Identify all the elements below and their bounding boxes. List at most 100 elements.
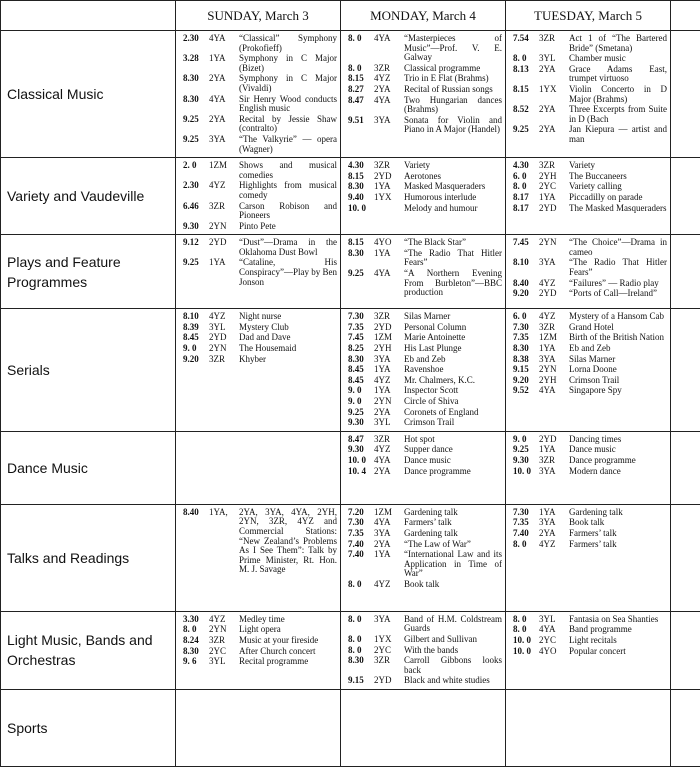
entry-time: 9. 6	[183, 657, 209, 667]
entry-title: The Buccaneers	[569, 172, 667, 182]
entry-title: “The Choice”—Drama in cameo	[569, 238, 667, 257]
entry-title: Light recitals	[569, 636, 667, 646]
entry-title: Silas Marner	[569, 355, 667, 365]
entry-station: 3YL	[539, 615, 569, 625]
entry-title: Medley time	[239, 615, 337, 625]
entry-title: Melody and humour	[404, 204, 502, 214]
entry-title: Recital of Russian songs	[404, 85, 502, 95]
entry-station: 2YA	[539, 105, 569, 124]
entry-title: Book talk	[404, 580, 502, 590]
entry-title: Symphony in C Major (Vivaldi)	[239, 74, 337, 93]
entry-title: Carson Robison and Pioneers	[239, 202, 337, 221]
entry-title: Chamber music	[569, 54, 667, 64]
entry-time: 8.25	[348, 344, 374, 354]
entry-title: After Church concert	[239, 647, 337, 657]
entry-station: 2YD	[539, 435, 569, 445]
entry-title: Violin Concerto in D Major (Brahms)	[569, 85, 667, 104]
entry-time: 7.30	[348, 518, 374, 528]
entry-title: With the bands	[404, 646, 502, 656]
entry-station: 3YL	[209, 657, 239, 667]
entry-station: 2YA	[209, 74, 239, 93]
entry-time: 9.12	[183, 238, 209, 257]
entry-time: 7.45	[348, 333, 374, 343]
entry-station: 3ZR	[374, 435, 404, 445]
entry-time: 7.35	[348, 323, 374, 333]
entry-title: Grand Hotel	[569, 323, 667, 333]
entry-time: 9.25	[183, 135, 209, 154]
entry-title: Night nurse	[239, 312, 337, 322]
entry-station: 2YN	[209, 625, 239, 635]
entry-title: Gardening talk	[404, 529, 502, 539]
day-cell	[506, 689, 671, 766]
entry-time: 8. 0	[513, 540, 539, 550]
entry-time: 8. 0	[348, 580, 374, 590]
entry-time: 8. 0	[513, 615, 539, 625]
entry-title: Eb and Zeb	[569, 344, 667, 354]
entry-time: 7.35	[348, 529, 374, 539]
blank-cell	[671, 158, 700, 235]
entry-title: “A Northern Evening From Burbleton”—BBC …	[404, 269, 502, 298]
entry-station: 4YA	[374, 34, 404, 63]
entry-time: 7.35	[513, 518, 539, 528]
entry-time: 9. 0	[513, 435, 539, 445]
entry-station: 1ZM	[209, 161, 239, 180]
entry-station: 2YA	[374, 467, 404, 477]
entry-time: 9.20	[183, 355, 209, 365]
entry-time: 8. 0	[348, 34, 374, 63]
entry-title: Birth of the British Nation	[569, 333, 667, 343]
entry-station: 2YN	[209, 222, 239, 232]
entry-station: 1YX	[539, 85, 569, 104]
entry-station: 3YA	[209, 135, 239, 154]
entry-time: 8. 0	[513, 625, 539, 635]
entry-station: 1ZM	[374, 508, 404, 518]
entry-time: 8. 0	[348, 635, 374, 645]
entry-time: 2.30	[183, 181, 209, 200]
entry-station: 4YA	[209, 95, 239, 114]
entry-time: 6. 0	[513, 172, 539, 182]
entry-station: 2YC	[209, 647, 239, 657]
entry-time: 8.30	[348, 182, 374, 192]
entry-station: 2YD	[209, 333, 239, 343]
entry-station: 3YL	[539, 54, 569, 64]
entry-time: 8.15	[348, 238, 374, 248]
entry-time: 8.40	[183, 508, 209, 575]
entry-title: Variety calling	[569, 182, 667, 192]
entry-time: 7.30	[513, 508, 539, 518]
entry-station: 3YA	[374, 529, 404, 539]
entry-station: 4YA	[539, 625, 569, 635]
entry-title: “Failures” — Radio play	[569, 279, 667, 289]
entry-time: 9.40	[348, 193, 374, 203]
entry-station: 2YN	[374, 397, 404, 407]
entry-title: Ravenshoe	[404, 365, 502, 375]
entry-title: Humorous interlude	[404, 193, 502, 203]
entry-station: 3ZR	[539, 323, 569, 333]
entry-time: 7.30	[348, 312, 374, 322]
entry-title: Dance programme	[569, 456, 667, 466]
entry-station: 1YA	[374, 365, 404, 375]
entry-time: 8.15	[348, 74, 374, 84]
entry-title: Gilbert and Sullivan	[404, 635, 502, 645]
entry-title: Piccadilly on parade	[569, 193, 667, 203]
entry-title: Supper dance	[404, 445, 502, 455]
entry-time: 8.45	[183, 333, 209, 343]
entry-station: 2YN	[539, 365, 569, 375]
